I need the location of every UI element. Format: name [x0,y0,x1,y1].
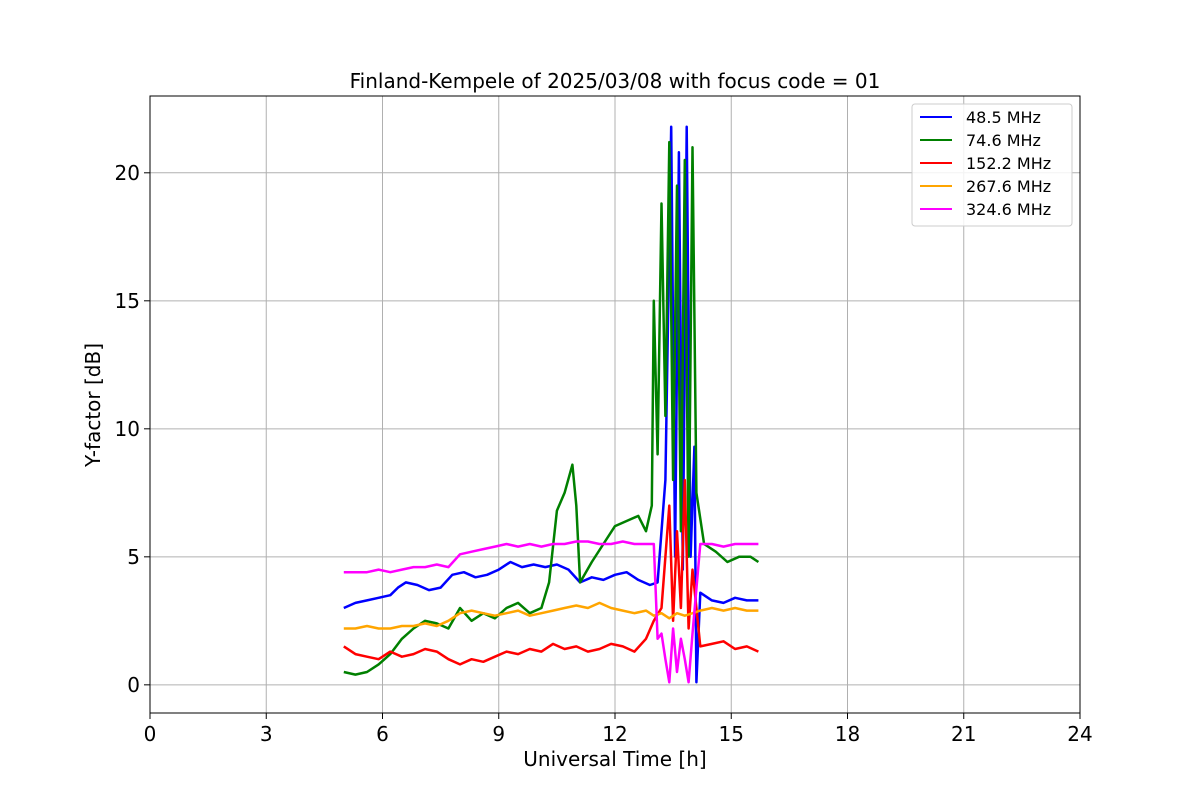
chart-title: Finland-Kempele of 2025/03/08 with focus… [350,69,881,93]
x-tick-label: 3 [260,722,273,746]
legend-box [911,103,1073,227]
legend-label: 324.6 MHz [966,200,1051,219]
x-tick-label: 12 [602,722,627,746]
y-tick-label: 15 [115,289,140,313]
x-tick-label: 9 [492,722,505,746]
y-axis-label: Y-factor [dB] [81,343,105,468]
legend-label: 74.6 MHz [966,131,1041,150]
x-axis-label: Universal Time [h] [523,747,706,771]
series-line-2 [343,478,759,666]
y-tick-label: 20 [115,161,140,185]
series-line-1 [343,140,760,676]
x-tick-label: 6 [376,722,389,746]
x-tick-label: 0 [144,722,157,746]
y-tick-label: 10 [115,417,140,441]
legend-label: 152.2 MHz [966,154,1051,173]
x-tick-label: 18 [835,722,860,746]
x-tick-label: 24 [1067,722,1092,746]
legend-label: 267.6 MHz [966,177,1051,196]
series-layer [343,125,760,684]
series-line-3 [343,601,759,630]
legend-label: 48.5 MHz [966,108,1041,127]
y-tick-label: 0 [127,673,140,697]
legend: 48.5 MHz 74.6 MHz 152.2 MHz 267.6 MHz 32… [911,103,1073,227]
x-tick-label: 15 [719,722,744,746]
y-tick-label: 5 [127,545,140,569]
ticks: 0 3 6 9 12 15 18 21 24 0 5 10 15 20 [115,161,1093,746]
x-tick-label: 21 [951,722,976,746]
series-line-0 [343,125,759,684]
series-line-4 [343,540,759,684]
